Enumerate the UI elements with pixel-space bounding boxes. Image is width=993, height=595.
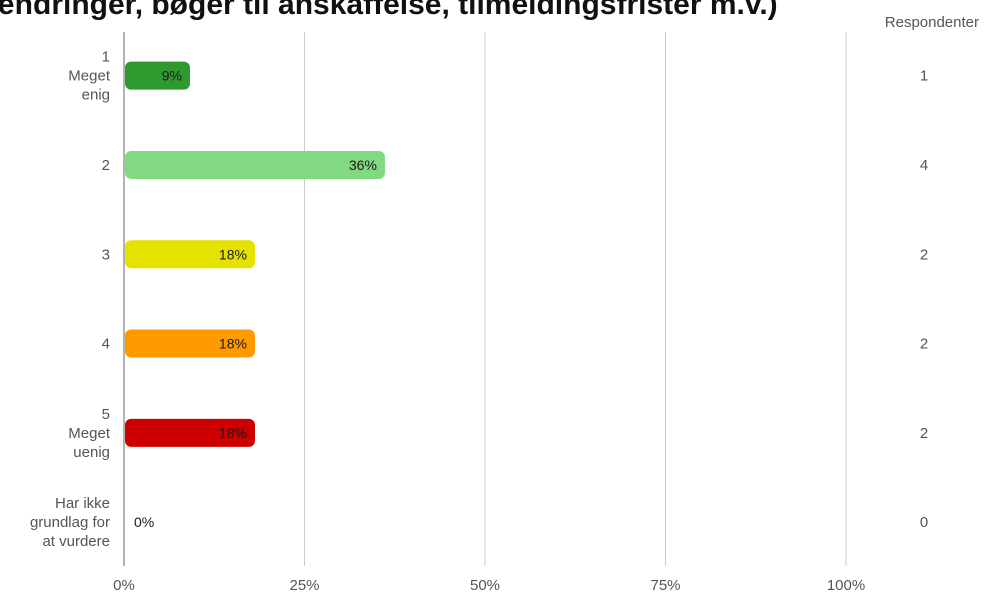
category-label: 3 xyxy=(102,246,110,263)
category-label-line: Meget xyxy=(68,68,111,85)
respondent-count: 2 xyxy=(920,425,928,442)
x-tick-label: 100% xyxy=(827,577,865,594)
category-label-line: at vurdere xyxy=(42,533,110,550)
x-tick-label: 75% xyxy=(650,577,680,594)
respondent-count: 2 xyxy=(920,336,928,353)
category-label-line: Meget xyxy=(68,425,111,442)
respondent-count: 4 xyxy=(920,157,928,174)
x-tick-label: 25% xyxy=(289,577,319,594)
respondent-count: 1 xyxy=(920,68,928,85)
bar-value-label: 36% xyxy=(349,157,377,173)
x-tick-label: 0% xyxy=(113,577,135,594)
category-label: 4 xyxy=(102,336,110,353)
category-label-line: enig xyxy=(82,87,110,104)
bar-value-label: 18% xyxy=(219,336,247,352)
category-label-line: 5 xyxy=(102,406,110,423)
chart-title-text: ændringer, bøger til anskaffelse, tilmel… xyxy=(0,0,778,21)
category-label-line: Har ikke xyxy=(55,495,110,512)
category-label-line: grundlag for xyxy=(30,514,110,531)
bar-value-label: 18% xyxy=(219,425,247,441)
category-label: 2 xyxy=(102,157,110,174)
bar-value-label: 0% xyxy=(134,514,154,530)
category-label-line: 3 xyxy=(102,246,110,263)
bar xyxy=(125,61,190,90)
x-tick-label: 50% xyxy=(470,577,500,594)
category-label: 5 Meget uenig xyxy=(68,406,111,461)
bar xyxy=(125,329,255,358)
bar-value-label: 18% xyxy=(219,246,247,262)
bar xyxy=(125,418,255,447)
bar xyxy=(125,150,385,179)
bar xyxy=(125,240,255,269)
respondent-count: 0 xyxy=(920,514,928,531)
category-label-line: 4 xyxy=(102,336,110,353)
respondents-header: Respondenter xyxy=(884,14,979,31)
category-label: Har ikke grundlag for at vurdere xyxy=(30,495,110,550)
respondent-count: 2 xyxy=(920,246,928,263)
bar-value-label: 9% xyxy=(162,68,182,84)
category-label-line: 1 xyxy=(102,49,110,66)
chart-title: ændringer, bøger til anskaffelse, tilmel… xyxy=(0,0,993,24)
category-label-line: 2 xyxy=(102,157,110,174)
category-label-line: uenig xyxy=(73,444,110,461)
category-label: 1 Meget enig xyxy=(68,49,111,104)
